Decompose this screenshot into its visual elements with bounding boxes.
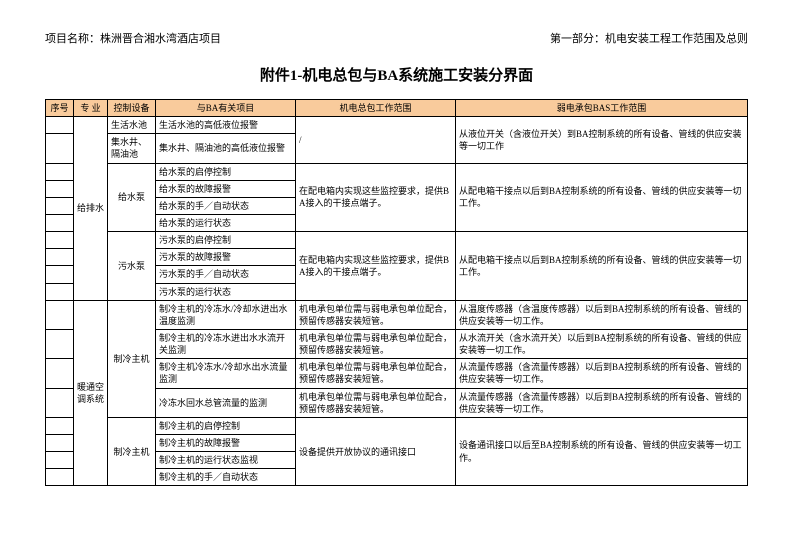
part-name: 机电安装工程工作范围及总则 [605,33,748,45]
cell-ba: 给水泵的故障报警 [156,180,296,197]
table-row: 制冷主机 制冷主机的启停控制 设备提供开放协议的通讯接口 设备通讯接口以后至BA… [46,417,748,434]
cell-bas: 从配电箱干接点以后到BA控制系统的所有设备、管线的供应安装等一切工作。 [456,163,748,232]
cell-bas: 从配电箱干接点以后到BA控制系统的所有设备、管线的供应安装等一切工作。 [456,232,748,301]
cell-me: 设备提供开放协议的通讯接口 [296,417,456,486]
cell-me: 在配电箱内实现这些监控要求，提供BA接入的干接点端子。 [296,163,456,232]
cell-device: 污水泵 [108,232,156,301]
cell-ba: 制冷主机的冷冻水进出水水流开关监测 [156,329,296,358]
cell-idx [46,283,74,300]
cell-ba: 制冷主机的运行状态监视 [156,452,296,469]
cell-bas: 设备通讯接口以后至BA控制系统的所有设备、管线的供应安装等一切工作。 [456,417,748,486]
cell-idx [46,417,74,434]
cell-device: 制冷主机 [108,300,156,417]
cell-me: 机电承包单位需与弱电承包单位配合，预留传感器安装短管。 [296,388,456,417]
cell-device: 生活水池 [108,117,156,134]
cell-bas: 从流量传感器（含流量传感器）以后到BA控制系统的所有设备、管线的供应安装等一切工… [456,359,748,388]
cell-idx [46,434,74,451]
col-device: 控制设备 [108,100,156,117]
cell-ba: 集水井、隔油池的高低液位报警 [156,134,296,163]
cell-spec-hvac: 暖通空调系统 [74,300,108,486]
cell-ba: 污水泵的启停控制 [156,232,296,249]
table-row: 给水泵 给水泵的启停控制 在配电箱内实现这些监控要求，提供BA接入的干接点端子。… [46,163,748,180]
cell-ba: 给水泵的手／自动状态 [156,197,296,214]
cell-idx [46,452,74,469]
cell-ba: 污水泵的运行状态 [156,283,296,300]
document-title: 附件1-机电总包与BA系统施工安装分界面 [45,64,748,85]
cell-me: 在配电箱内实现这些监控要求，提供BA接入的干接点端子。 [296,232,456,301]
cell-device: 给水泵 [108,163,156,232]
cell-idx [46,359,74,388]
part-label: 第一部分： [550,33,605,45]
part-line: 第一部分：机电安装工程工作范围及总则 [550,30,748,46]
cell-device: 集水井、隔油池 [108,134,156,163]
cell-bas: 从液位开关（含液位开关）到BA控制系统的所有设备、管线的供应安装等一切工作 [456,117,748,163]
col-me: 机电总包工作范围 [296,100,456,117]
cell-ba: 给水泵的运行状态 [156,214,296,231]
cell-idx [46,163,74,180]
cell-ba: 污水泵的手／自动状态 [156,266,296,283]
cell-bas: 从温度传感器（含温度传感器）以后到BA控制系统的所有设备、管线的供应安装等一切工… [456,300,748,329]
page-header: 项目名称：株洲晋合湘水湾酒店项目 第一部分：机电安装工程工作范围及总则 [45,30,748,46]
cell-ba: 制冷主机冷冻水/冷却水出水流量监测 [156,359,296,388]
cell-me: / [296,117,456,163]
cell-device: 制冷主机 [108,417,156,486]
cell-ba: 制冷主机的故障报警 [156,434,296,451]
cell-idx [46,232,74,249]
cell-idx [46,214,74,231]
cell-bas: 从流量传感器（含流量传感器）以后到BA控制系统的所有设备、管线的供应安装等一切工… [456,388,748,417]
main-table: 序号 专 业 控制设备 与BA有关项目 机电总包工作范围 弱电承包BAS工作范围… [45,99,748,486]
col-ba: 与BA有关项目 [156,100,296,117]
col-spec: 专 业 [74,100,108,117]
cell-idx [46,266,74,283]
cell-idx [46,300,74,329]
cell-me: 机电承包单位需与弱电承包单位配合，预留传感器安装短管。 [296,359,456,388]
cell-me: 机电承包单位需与弱电承包单位配合，预留传感器安装短管。 [296,300,456,329]
cell-spec-plumbing: 给排水 [74,117,108,301]
cell-idx [46,197,74,214]
cell-me: 机电承包单位需与弱电承包单位配合，预留传感器安装短管。 [296,329,456,358]
cell-idx [46,249,74,266]
cell-bas: 从水流开关（含水流开关）以后到BA控制系统的所有设备、管线的供应安装等一切工作。 [456,329,748,358]
project-line: 项目名称：株洲晋合湘水湾酒店项目 [45,30,221,46]
table-row: 给排水 生活水池 生活水池的高低液位报警 / 从液位开关（含液位开关）到BA控制… [46,117,748,134]
col-index: 序号 [46,100,74,117]
cell-idx [46,469,74,486]
cell-ba: 生活水池的高低液位报警 [156,117,296,134]
cell-idx [46,180,74,197]
table-row: 污水泵 污水泵的启停控制 在配电箱内实现这些监控要求，提供BA接入的干接点端子。… [46,232,748,249]
cell-ba: 制冷主机的冷冻水/冷却水进出水温度监测 [156,300,296,329]
project-name: 株洲晋合湘水湾酒店项目 [100,33,221,45]
cell-idx [46,388,74,417]
table-row: 暖通空调系统 制冷主机 制冷主机的冷冻水/冷却水进出水温度监测 机电承包单位需与… [46,300,748,329]
table-header-row: 序号 专 业 控制设备 与BA有关项目 机电总包工作范围 弱电承包BAS工作范围 [46,100,748,117]
col-bas: 弱电承包BAS工作范围 [456,100,748,117]
cell-ba: 给水泵的启停控制 [156,163,296,180]
cell-ba: 冷冻水回水总管流量的监测 [156,388,296,417]
project-label: 项目名称： [45,33,100,45]
cell-ba: 制冷主机的手／自动状态 [156,469,296,486]
cell-idx [46,134,74,163]
cell-ba: 制冷主机的启停控制 [156,417,296,434]
cell-idx [46,117,74,134]
cell-idx [46,329,74,358]
document-page: 项目名称：株洲晋合湘水湾酒店项目 第一部分：机电安装工程工作范围及总则 附件1-… [0,0,793,560]
cell-ba: 污水泵的故障报警 [156,249,296,266]
